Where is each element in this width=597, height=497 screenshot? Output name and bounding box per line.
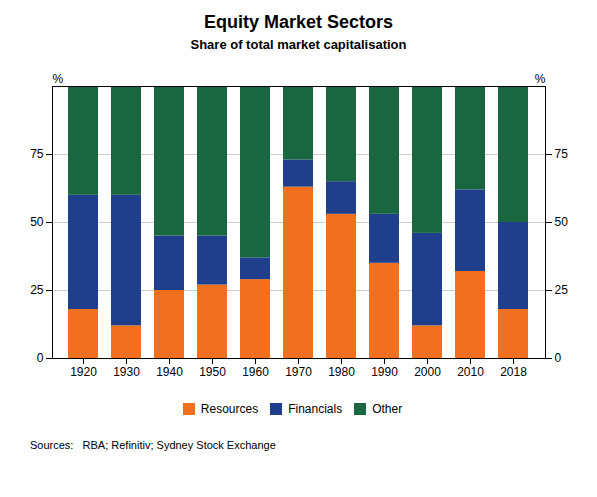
svg-text:25: 25 — [555, 283, 569, 297]
svg-text:%: % — [53, 72, 64, 86]
svg-text:2018: 2018 — [500, 365, 527, 379]
svg-text:1960: 1960 — [242, 365, 269, 379]
svg-text:75: 75 — [30, 147, 44, 161]
svg-text:1940: 1940 — [156, 365, 183, 379]
svg-text:0: 0 — [555, 351, 562, 365]
svg-text:25: 25 — [30, 283, 44, 297]
html-text:Financials: Financials — [288, 401, 343, 416]
svg-text:1920: 1920 — [70, 365, 97, 379]
svg-text:%: % — [535, 72, 546, 86]
svg-text:1930: 1930 — [113, 365, 140, 379]
svg-text:0: 0 — [37, 351, 44, 365]
html-text:Equity Market Sectors: Equity Market Sectors — [204, 12, 393, 32]
svg-text:2000: 2000 — [414, 365, 441, 379]
html-text:Sources: RBA; Refinitiv; Sydne: Sources: RBA; Refinitiv; Sydney Stock Ex… — [30, 439, 276, 451]
html-text:Other: Other — [372, 401, 403, 416]
svg-text:1950: 1950 — [199, 365, 226, 379]
svg-text:1980: 1980 — [328, 365, 355, 379]
svg-text:1970: 1970 — [285, 365, 312, 379]
html-text:Resources: Resources — [200, 401, 259, 416]
svg-text:2010: 2010 — [457, 365, 484, 379]
svg-text:50: 50 — [555, 215, 569, 229]
html-text:Share of total market capitali: Share of total market capitalisation — [190, 37, 407, 52]
svg-text:75: 75 — [555, 147, 569, 161]
svg-text:50: 50 — [30, 215, 44, 229]
svg-text:1990: 1990 — [371, 365, 398, 379]
